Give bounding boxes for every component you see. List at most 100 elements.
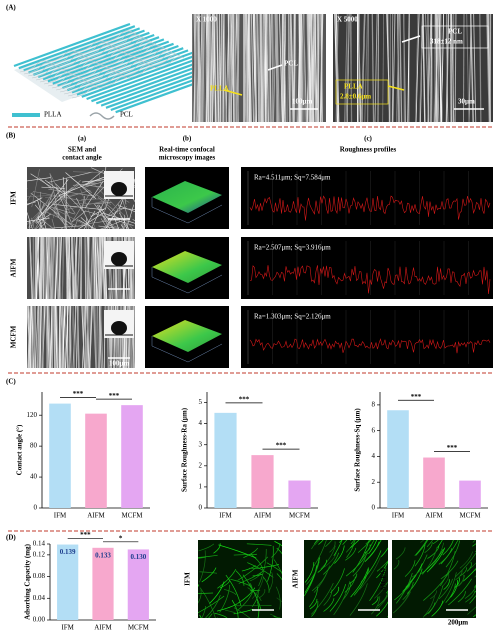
- fiber-texture: [466, 14, 470, 122]
- fiber-texture: [51, 218, 56, 229]
- image-label: MCFM: [380, 567, 388, 590]
- fiber-texture: [65, 237, 69, 299]
- fiber-texture: [45, 237, 49, 299]
- legend-label: PCL: [120, 111, 133, 119]
- fiber-signal: [198, 595, 225, 614]
- fiber-signal: [224, 609, 239, 615]
- fiber-signal: [323, 552, 340, 575]
- fiber-signal: [469, 594, 476, 604]
- pcl-fiber: [71, 56, 185, 99]
- panel-label: (C): [6, 378, 16, 386]
- fiber-signal: [246, 543, 272, 546]
- arrow: [387, 85, 405, 91]
- fiber-signal: [205, 594, 221, 618]
- fiber-texture: [99, 306, 104, 368]
- fluorescence-image: [304, 540, 388, 618]
- arrow: [267, 64, 283, 71]
- y-tick-label: 6: [372, 426, 376, 434]
- fiber-signal: [422, 546, 438, 575]
- fiber-signal: [276, 573, 282, 581]
- fiber-texture: [279, 14, 283, 122]
- y-tick-label: 0: [199, 504, 203, 512]
- surface-axis: [151, 336, 223, 363]
- fiber-texture: [98, 237, 101, 299]
- fiber-texture: [27, 191, 35, 202]
- fiber-texture: [229, 14, 233, 122]
- fiber-signal: [426, 547, 446, 573]
- pcl-fiber: [27, 34, 141, 77]
- fiber-signal: [385, 590, 388, 594]
- fiber-texture: [97, 204, 110, 229]
- y-tick-label: 3: [199, 440, 203, 448]
- fiber-texture: [80, 217, 94, 229]
- fiber-texture: [60, 223, 68, 229]
- annotation: PCL: [448, 28, 462, 36]
- arrow: [223, 89, 243, 96]
- fiber-texture: [76, 237, 81, 299]
- fiber-signal: [233, 553, 257, 556]
- pcl-fiber: [19, 30, 133, 73]
- fiber-texture: [439, 14, 444, 122]
- fiber-texture: [72, 306, 77, 368]
- fiber-signal: [216, 617, 218, 618]
- fiber-texture: [94, 306, 98, 368]
- fiber-signal: [454, 577, 460, 589]
- legend-label: PLLA: [44, 111, 62, 119]
- fiber-signal: [198, 554, 218, 558]
- fiber-texture: [265, 14, 270, 122]
- fiber-texture: [35, 213, 52, 224]
- fiber-signal: [395, 547, 406, 560]
- significance-label: ***: [239, 395, 250, 403]
- fiber-signal: [465, 590, 476, 603]
- fiber-texture: [27, 306, 31, 368]
- plla-fiber: [57, 42, 174, 87]
- fiber-texture: [71, 237, 76, 299]
- fiber-texture: [108, 206, 127, 217]
- significance-label: ***: [411, 393, 422, 401]
- fiber-signal: [344, 576, 356, 593]
- fiber-texture: [35, 306, 39, 368]
- y-axis-label: Surface Roughness-Ra (μm): [181, 407, 189, 492]
- y-tick-label: 120: [27, 411, 38, 419]
- fiber-signal: [323, 552, 337, 568]
- fiber-texture: [57, 185, 79, 202]
- fiber-signal: [237, 590, 254, 611]
- fiber-texture: [399, 14, 403, 122]
- fiber-texture: [97, 197, 119, 214]
- fiber-texture: [436, 14, 441, 122]
- fiber-texture: [307, 14, 310, 122]
- annotation: 30μm: [458, 98, 475, 106]
- fiber-texture: [469, 14, 474, 122]
- panel-label: (D): [6, 534, 16, 542]
- significance-label: ***: [109, 392, 120, 400]
- fiber-signal: [393, 591, 411, 614]
- fiber-texture: [36, 237, 41, 299]
- fiber-texture: [47, 212, 79, 227]
- fiber-signal: [380, 547, 388, 557]
- x-tick-label: IFM: [392, 512, 405, 520]
- fiber-signal: [274, 541, 282, 547]
- fiber-signal: [396, 572, 413, 604]
- bar: [121, 405, 143, 508]
- fiber-texture: [31, 217, 35, 229]
- fiber-signal: [259, 563, 280, 569]
- fiber-signal: [440, 560, 459, 580]
- plla-fiber: [42, 36, 160, 81]
- fiber-signal: [313, 565, 330, 593]
- fiber-texture: [34, 204, 46, 217]
- fiber-texture: [64, 306, 67, 368]
- fiber-signal: [311, 572, 327, 592]
- fiber-texture: [123, 214, 125, 229]
- bar: [214, 412, 237, 508]
- y-tick-label: 0.12: [33, 550, 46, 558]
- fiber-signal: [339, 540, 343, 543]
- fiber-texture: [253, 14, 258, 122]
- fiber-signal: [352, 540, 370, 573]
- fiber-signal: [437, 540, 443, 548]
- legend-plla-swatch: [12, 113, 40, 117]
- fiber-texture: [44, 179, 64, 195]
- fiber-signal: [199, 587, 216, 618]
- fiber-texture: [34, 203, 50, 229]
- fiber-texture: [392, 14, 396, 122]
- fiber-texture: [37, 200, 47, 229]
